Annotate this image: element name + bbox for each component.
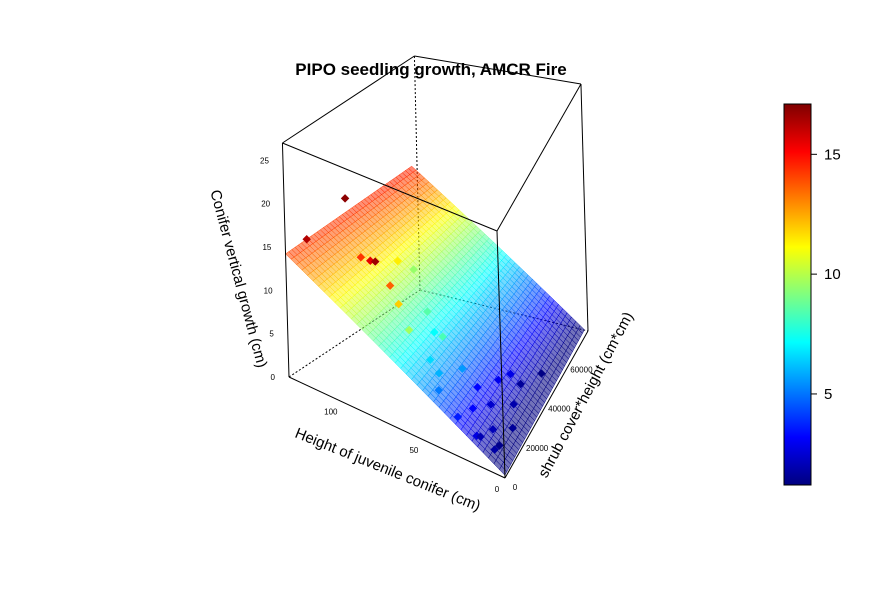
box-edge bbox=[282, 142, 498, 232]
y-tick-label: 20000 bbox=[526, 444, 549, 453]
box-edge bbox=[504, 330, 589, 479]
data-point bbox=[453, 412, 463, 422]
data-point bbox=[476, 432, 485, 441]
data-point bbox=[537, 369, 546, 378]
x-tick-label: 50 bbox=[409, 446, 418, 455]
data-point bbox=[473, 382, 482, 392]
data-point bbox=[404, 325, 414, 335]
data-point bbox=[340, 194, 350, 203]
z-axis-label: Conifer vertical growth (cm) bbox=[206, 188, 270, 370]
colorbar-tick-label: 10 bbox=[824, 266, 841, 283]
z-tick-label: 25 bbox=[260, 156, 269, 165]
data-point bbox=[394, 299, 403, 309]
data-point bbox=[438, 332, 447, 341]
z-tick-label: 0 bbox=[271, 373, 276, 382]
data-point bbox=[508, 423, 517, 433]
z-tick-label: 20 bbox=[261, 200, 270, 209]
box-edge bbox=[580, 83, 589, 332]
data-point bbox=[430, 327, 439, 337]
box-edge bbox=[282, 55, 415, 144]
z-tick-label: 10 bbox=[264, 286, 273, 295]
colorbar-ticks: 5 10 15 bbox=[811, 146, 841, 403]
data-point bbox=[516, 379, 525, 389]
chart-title: PIPO seedling growth, AMCR Fire bbox=[295, 60, 566, 79]
fit-surface bbox=[285, 165, 585, 476]
data-point bbox=[509, 399, 518, 409]
z-tick-label: 5 bbox=[269, 330, 274, 339]
colorbar-tick-label: 5 bbox=[824, 386, 832, 403]
data-point bbox=[494, 375, 503, 385]
data-point bbox=[425, 355, 435, 365]
data-point bbox=[385, 281, 395, 290]
data-point bbox=[488, 425, 498, 434]
x-tick-label: 0 bbox=[495, 485, 500, 494]
data-point bbox=[434, 386, 443, 395]
y-tick-label: 0 bbox=[513, 483, 518, 492]
surface-facet bbox=[408, 165, 417, 173]
data-point bbox=[302, 234, 311, 244]
data-point bbox=[371, 257, 380, 266]
y-tick-label: 40000 bbox=[548, 405, 571, 414]
box-edge bbox=[288, 376, 506, 479]
y-tick-label: 60000 bbox=[570, 365, 593, 374]
box-edge bbox=[496, 83, 582, 232]
box-edge bbox=[496, 230, 506, 479]
data-points bbox=[302, 194, 546, 454]
data-point bbox=[486, 400, 496, 409]
data-point bbox=[409, 265, 418, 274]
x-axis-label: Height of juvenile conifer (cm) bbox=[293, 425, 483, 515]
box-edge bbox=[414, 55, 582, 85]
x-tick-label: 100 bbox=[324, 407, 338, 416]
data-point bbox=[506, 369, 515, 379]
z-tick-label: 15 bbox=[262, 243, 271, 252]
data-point bbox=[393, 256, 403, 266]
box-edge bbox=[281, 142, 290, 378]
colorbar bbox=[783, 103, 812, 486]
data-point bbox=[458, 364, 467, 373]
data-point bbox=[495, 441, 504, 450]
data-point bbox=[423, 307, 432, 316]
axis-ticks: 0 5 10 15 20 25 0 50 100 0 20000 40000 60000 bbox=[260, 156, 593, 494]
data-point bbox=[468, 404, 478, 413]
data-point bbox=[434, 369, 444, 378]
plot-box-front bbox=[281, 55, 589, 479]
colorbar-tick-label: 15 bbox=[824, 146, 841, 163]
data-point bbox=[490, 445, 499, 454]
